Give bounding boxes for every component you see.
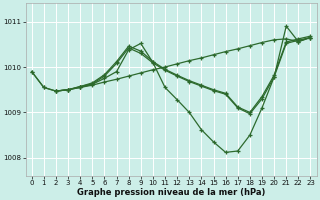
X-axis label: Graphe pression niveau de la mer (hPa): Graphe pression niveau de la mer (hPa) <box>77 188 265 197</box>
